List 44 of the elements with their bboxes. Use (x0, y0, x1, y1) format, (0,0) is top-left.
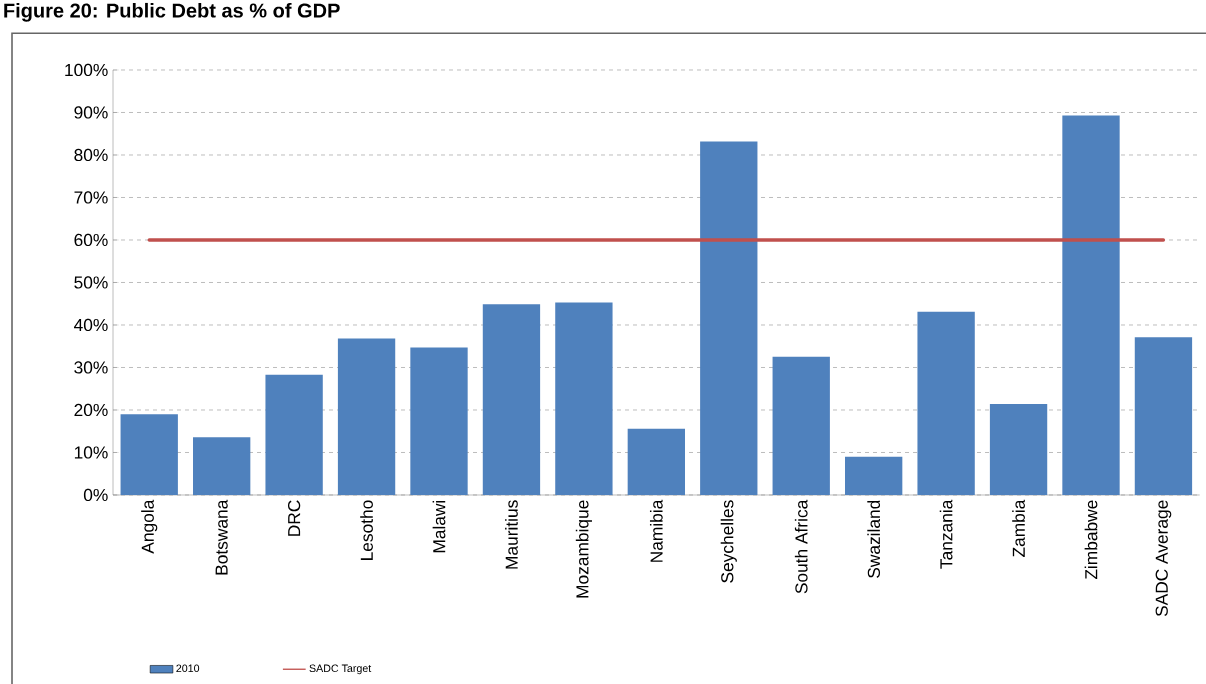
bar (989, 404, 1048, 495)
x-tick-label: Mozambique (575, 500, 592, 598)
bar (845, 456, 903, 495)
y-tick-label: 20% (74, 403, 108, 417)
chart-title: Figure 20: Public Debt as % of GDP (4, 2, 340, 22)
x-tick-label: Lesotho (360, 500, 373, 560)
bar (700, 141, 758, 495)
y-tick-label: 10% (74, 446, 108, 459)
bar (410, 347, 468, 495)
bar (772, 356, 830, 495)
bar (1134, 337, 1193, 495)
y-tick-label: 100% (65, 63, 108, 77)
bar (482, 304, 541, 495)
bar (1062, 115, 1120, 495)
bar (627, 428, 686, 495)
y-tick-label: 60% (74, 233, 108, 247)
y-tick-label: 50% (74, 276, 108, 289)
x-tick-label: Swaziland (867, 500, 881, 578)
x-tick-label: Seychelles (720, 500, 737, 583)
x-tick-label: Zimbabwe (1084, 500, 1098, 580)
y-tick-label: 70% (74, 191, 108, 204)
legend-label: 2010 (176, 664, 200, 673)
bar (917, 311, 975, 495)
x-tick-label: SADC Average (1155, 500, 1172, 617)
x-tick-label: Botswana (215, 499, 228, 575)
x-tick-label: Tanzania (939, 499, 953, 569)
y-tick-label: 90% (74, 106, 108, 119)
x-tick-label: Angola (141, 499, 158, 554)
x-tick-label: Malawi (432, 500, 446, 553)
x-tick-label: Namibia (649, 499, 663, 562)
y-tick-label: 80% (74, 148, 108, 162)
x-tick-label: South Africa (794, 499, 808, 594)
y-tick-label: 30% (74, 361, 108, 374)
legend-label: SADC Target (309, 664, 372, 675)
x-tick-label: Zambia (1012, 499, 1025, 557)
bar (337, 338, 396, 495)
y-tick-label: 0% (83, 488, 108, 502)
x-tick-label: DRC (287, 500, 301, 536)
bar (555, 302, 613, 495)
bar (265, 374, 323, 495)
y-tick-label: 40% (74, 318, 108, 332)
bar (193, 437, 251, 495)
x-tick-label: Mauritius (505, 500, 518, 569)
bar (120, 414, 178, 495)
